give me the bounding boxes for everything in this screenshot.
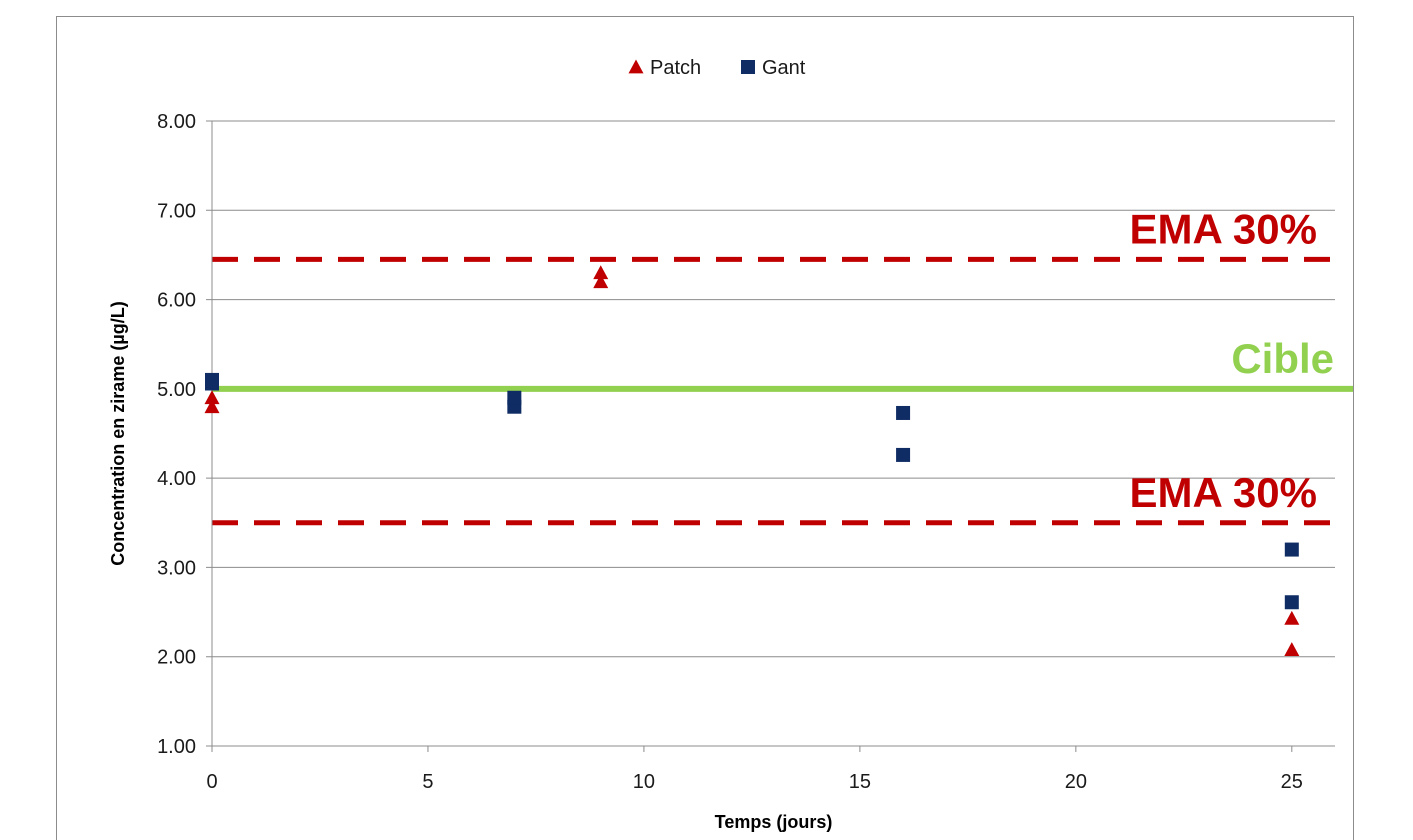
gant-point <box>1284 542 1299 557</box>
patch-point <box>1284 642 1300 656</box>
y-tick-label: 2.00 <box>157 647 196 669</box>
chart-frame <box>56 16 1354 840</box>
y-axis-title: Concentration en zirame (µg/L) <box>108 301 128 565</box>
y-tick-label: 8.00 <box>157 111 196 133</box>
data-points <box>204 265 1300 656</box>
x-tick-label: 0 <box>206 771 217 793</box>
legend-gant-label: Gant <box>762 57 806 79</box>
x-tick-label: 25 <box>1281 771 1303 793</box>
legend-patch-marker <box>628 59 644 74</box>
ema-limit-label: EMA 30% <box>1129 205 1317 252</box>
y-tick-label: 4.00 <box>157 468 196 490</box>
patch-point <box>204 390 220 405</box>
gant-point <box>896 405 911 420</box>
legend: Patch Gant <box>628 57 806 79</box>
y-tick-labels: 1.00 2.00 3.00 4.00 5.00 6.00 7.00 8.00 <box>157 111 196 758</box>
y-tick-label: 5.00 <box>157 379 196 401</box>
x-axis-title: Temps (jours) <box>715 812 833 832</box>
x-tick-label: 20 <box>1065 771 1087 793</box>
patch-point <box>1284 610 1300 625</box>
x-tick-label: 10 <box>633 771 655 793</box>
axes <box>211 121 1335 752</box>
x-tick-label: 15 <box>849 771 871 793</box>
y-tick-label: 3.00 <box>157 557 196 579</box>
gant-point <box>205 376 219 391</box>
x-tick-labels: 0 5 10 15 20 25 <box>206 771 1302 793</box>
gant-point <box>507 390 522 405</box>
y-tick-label: 1.00 <box>157 736 196 758</box>
target-label: Cible <box>1231 335 1334 382</box>
x-tick-label: 5 <box>422 771 433 793</box>
patch-point <box>593 274 609 289</box>
legend-patch-label: Patch <box>650 57 701 79</box>
reference-lines <box>212 256 1353 526</box>
gant-point <box>896 447 911 462</box>
patch-point <box>204 399 220 414</box>
reference-labels: EMA 30% Cible EMA 30% <box>1129 205 1334 515</box>
y-tick-label: 6.00 <box>157 290 196 312</box>
ema-limit-label: EMA 30% <box>1129 469 1317 516</box>
legend-gant-marker <box>741 60 755 74</box>
patch-point <box>593 265 609 280</box>
gant-point <box>1284 595 1299 610</box>
y-tick-label: 7.00 <box>157 200 196 222</box>
